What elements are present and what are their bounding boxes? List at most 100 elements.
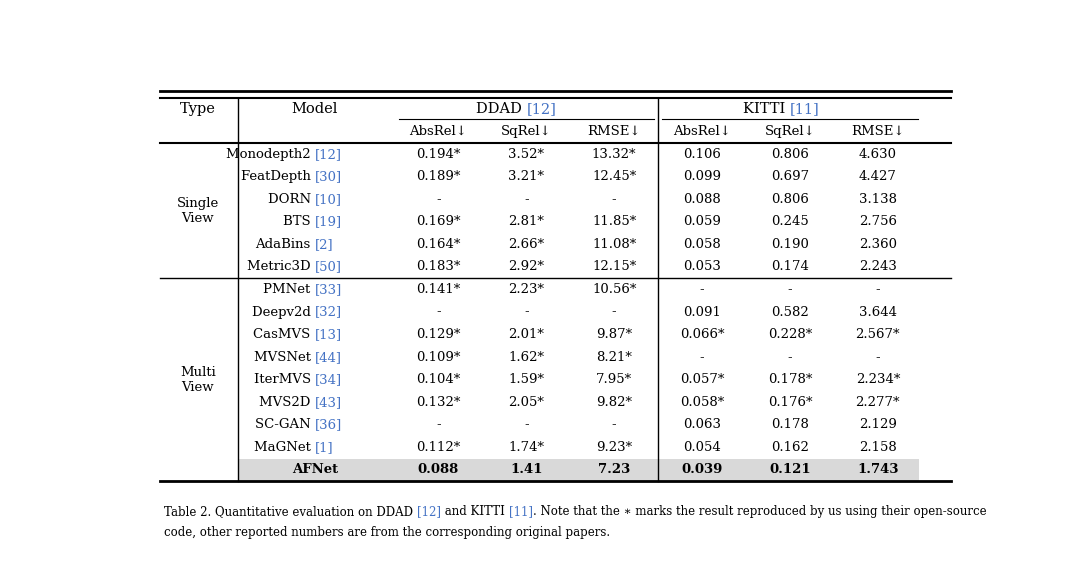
Text: 2.360: 2.360 bbox=[859, 238, 896, 251]
Text: [1]: [1] bbox=[315, 441, 334, 454]
Text: 4.630: 4.630 bbox=[859, 148, 896, 161]
Text: 0.099: 0.099 bbox=[683, 170, 721, 184]
Text: 0.058: 0.058 bbox=[684, 238, 721, 251]
Text: [13]: [13] bbox=[315, 328, 342, 341]
Text: 0.245: 0.245 bbox=[771, 216, 809, 229]
Text: RMSE↓: RMSE↓ bbox=[851, 125, 905, 138]
Text: 0.806: 0.806 bbox=[771, 193, 809, 206]
Text: 2.158: 2.158 bbox=[859, 441, 896, 454]
Text: -: - bbox=[612, 418, 617, 431]
Text: Single
View: Single View bbox=[177, 196, 219, 225]
Text: 0.697: 0.697 bbox=[771, 170, 809, 184]
Text: [11]: [11] bbox=[789, 102, 820, 116]
Text: MVS2D: MVS2D bbox=[259, 396, 315, 409]
Text: 12.45*: 12.45* bbox=[592, 170, 636, 184]
Text: [50]: [50] bbox=[315, 261, 342, 274]
Text: [30]: [30] bbox=[315, 170, 342, 184]
Text: 0.189*: 0.189* bbox=[416, 170, 460, 184]
Text: MVSNet: MVSNet bbox=[254, 351, 315, 364]
Text: 7.95*: 7.95* bbox=[596, 373, 632, 386]
Text: 0.169*: 0.169* bbox=[416, 216, 461, 229]
Text: KITTI: KITTI bbox=[743, 102, 789, 116]
Text: 13.32*: 13.32* bbox=[592, 148, 636, 161]
Text: 3.644: 3.644 bbox=[859, 306, 896, 319]
Text: 0.053: 0.053 bbox=[684, 261, 721, 274]
Text: FeatDepth: FeatDepth bbox=[241, 170, 315, 184]
Text: AdaBins: AdaBins bbox=[256, 238, 315, 251]
Text: 2.23*: 2.23* bbox=[509, 283, 544, 296]
Text: RMSE↓: RMSE↓ bbox=[588, 125, 640, 138]
Text: 1.743: 1.743 bbox=[858, 463, 899, 476]
Bar bbox=[238, 459, 919, 481]
Text: [19]: [19] bbox=[315, 216, 342, 229]
Text: Metric3D: Metric3D bbox=[247, 261, 315, 274]
Text: 0.106: 0.106 bbox=[684, 148, 721, 161]
Text: [44]: [44] bbox=[315, 351, 342, 364]
Text: 3.21*: 3.21* bbox=[509, 170, 544, 184]
Text: 0.112*: 0.112* bbox=[416, 441, 460, 454]
Text: . Note that the ∗ marks the result reproduced by us using their open-source: . Note that the ∗ marks the result repro… bbox=[532, 505, 986, 518]
Text: 0.088: 0.088 bbox=[684, 193, 721, 206]
Text: 2.66*: 2.66* bbox=[509, 238, 544, 251]
Text: 12.15*: 12.15* bbox=[592, 261, 636, 274]
Text: Model: Model bbox=[292, 102, 338, 116]
Text: 2.129: 2.129 bbox=[859, 418, 896, 431]
Text: Deepv2d: Deepv2d bbox=[252, 306, 315, 319]
Text: 0.054: 0.054 bbox=[684, 441, 721, 454]
Text: 2.277*: 2.277* bbox=[855, 396, 900, 409]
Text: [12]: [12] bbox=[526, 102, 556, 116]
Text: 3.138: 3.138 bbox=[859, 193, 896, 206]
Text: 8.21*: 8.21* bbox=[596, 351, 632, 364]
Text: 9.23*: 9.23* bbox=[596, 441, 632, 454]
Text: code, other reported numbers are from the corresponding original papers.: code, other reported numbers are from th… bbox=[164, 526, 610, 539]
Text: -: - bbox=[524, 306, 528, 319]
Text: 2.234*: 2.234* bbox=[855, 373, 900, 386]
Text: [34]: [34] bbox=[315, 373, 342, 386]
Text: 0.058*: 0.058* bbox=[680, 396, 725, 409]
Text: 0.190: 0.190 bbox=[771, 238, 809, 251]
Text: -: - bbox=[876, 351, 880, 364]
Text: 4.427: 4.427 bbox=[859, 170, 896, 184]
Text: 2.05*: 2.05* bbox=[509, 396, 544, 409]
Text: 1.62*: 1.62* bbox=[509, 351, 544, 364]
Text: 0.174: 0.174 bbox=[771, 261, 809, 274]
Text: -: - bbox=[787, 283, 793, 296]
Text: 0.109*: 0.109* bbox=[416, 351, 460, 364]
Text: 3.52*: 3.52* bbox=[509, 148, 544, 161]
Text: DORN: DORN bbox=[268, 193, 315, 206]
Text: AFNet: AFNet bbox=[292, 463, 338, 476]
Text: 0.129*: 0.129* bbox=[416, 328, 460, 341]
Text: 0.091: 0.091 bbox=[684, 306, 721, 319]
Text: 2.92*: 2.92* bbox=[509, 261, 544, 274]
Text: CasMVS: CasMVS bbox=[254, 328, 315, 341]
Text: 7.23: 7.23 bbox=[598, 463, 631, 476]
Text: 2.567*: 2.567* bbox=[855, 328, 900, 341]
Text: Type: Type bbox=[180, 102, 216, 116]
Text: 0.063: 0.063 bbox=[683, 418, 721, 431]
Text: SqRel↓: SqRel↓ bbox=[501, 125, 552, 138]
Text: Monodepth2: Monodepth2 bbox=[226, 148, 315, 161]
Text: 9.87*: 9.87* bbox=[596, 328, 632, 341]
Text: 2.01*: 2.01* bbox=[509, 328, 544, 341]
Text: 0.178: 0.178 bbox=[771, 418, 809, 431]
Text: AbsRel↓: AbsRel↓ bbox=[673, 125, 731, 138]
Text: PMNet: PMNet bbox=[264, 283, 315, 296]
Text: 0.228*: 0.228* bbox=[768, 328, 812, 341]
Text: [2]: [2] bbox=[315, 238, 334, 251]
Text: -: - bbox=[700, 351, 704, 364]
Text: -: - bbox=[524, 193, 528, 206]
Text: -: - bbox=[876, 283, 880, 296]
Text: 0.183*: 0.183* bbox=[416, 261, 460, 274]
Text: 1.41: 1.41 bbox=[510, 463, 542, 476]
Text: 9.82*: 9.82* bbox=[596, 396, 632, 409]
Text: SqRel↓: SqRel↓ bbox=[765, 125, 815, 138]
Text: -: - bbox=[612, 193, 617, 206]
Text: BTS: BTS bbox=[283, 216, 315, 229]
Text: 2.756: 2.756 bbox=[859, 216, 896, 229]
Text: DDAD: DDAD bbox=[476, 102, 526, 116]
Text: Table 2. Quantitative evaluation on DDAD: Table 2. Quantitative evaluation on DDAD bbox=[164, 505, 417, 518]
Text: 0.059: 0.059 bbox=[684, 216, 721, 229]
Text: -: - bbox=[436, 306, 441, 319]
Text: 0.582: 0.582 bbox=[771, 306, 809, 319]
Text: 0.132*: 0.132* bbox=[416, 396, 460, 409]
